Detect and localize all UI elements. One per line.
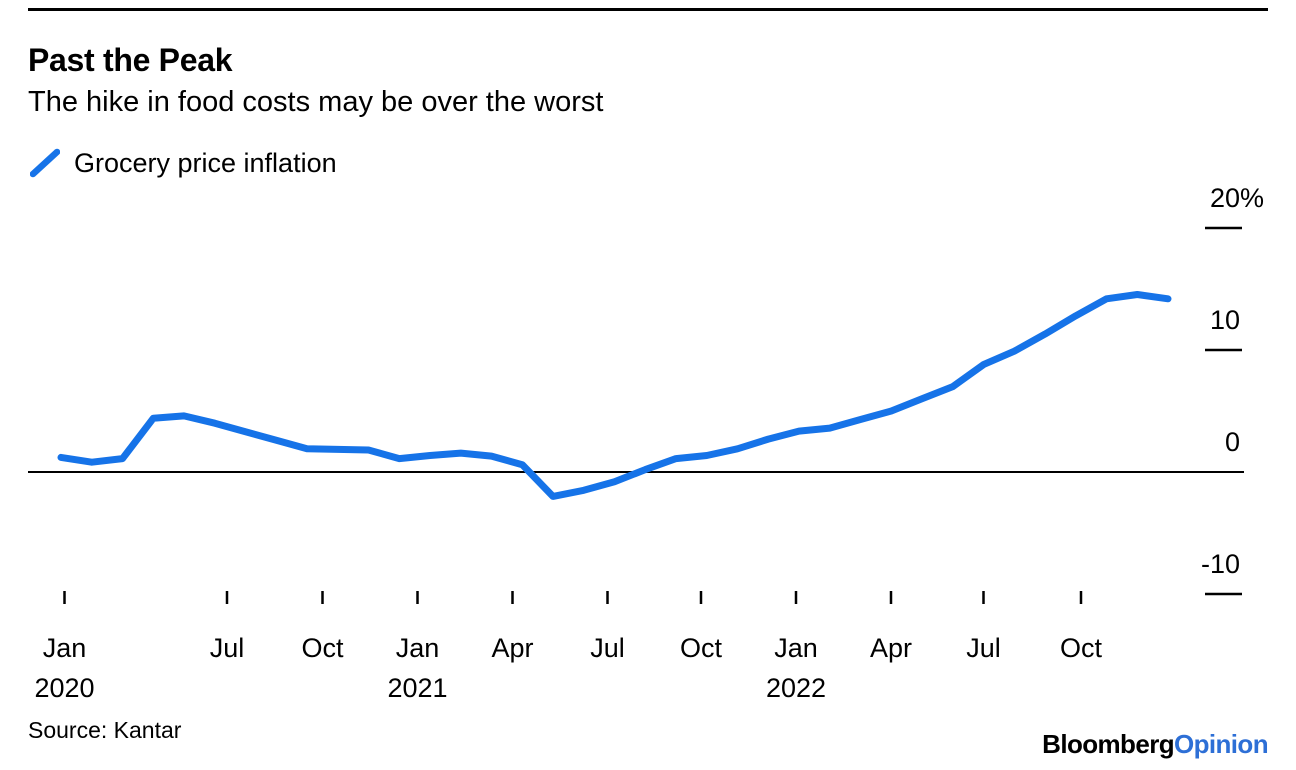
- x-axis-month-label: Oct: [679, 633, 722, 663]
- x-axis-month-label: Oct: [1059, 633, 1102, 663]
- x-axis-year-label: 2021: [387, 673, 448, 703]
- x-axis-month-label: Oct: [301, 633, 344, 663]
- grocery-price-inflation-line: [57, 291, 1172, 500]
- bloomberg-opinion-logo: BloombergOpinion: [1042, 729, 1268, 760]
- logo-brand: Bloomberg: [1042, 729, 1174, 759]
- percent-suffix: %: [1240, 183, 1265, 213]
- top-rule: [28, 8, 1268, 11]
- source-note: Source: Kantar: [28, 717, 182, 743]
- y-axis-label: -10: [1200, 549, 1240, 579]
- x-axis-month-label: Jul: [209, 633, 245, 663]
- x-axis-month-label: Jan: [42, 633, 87, 663]
- x-axis-month-label: Jan: [395, 633, 440, 663]
- logo-sub: Opinion: [1174, 729, 1269, 759]
- x-axis-month-label: Apr: [491, 633, 534, 663]
- legend: Grocery price inflation: [30, 148, 337, 178]
- legend-label: Grocery price inflation: [74, 148, 337, 178]
- y-axis-label: 0: [1224, 427, 1240, 457]
- y-axis-label: 20%: [1209, 183, 1265, 213]
- x-axis-year-label: 2022: [765, 673, 827, 703]
- chart-title: Past the Peak: [28, 42, 233, 78]
- x-axis-month-label: Jan: [774, 633, 818, 663]
- x-axis-month-label: Apr: [869, 633, 913, 663]
- x-axis-year-label: 2020: [34, 673, 95, 703]
- x-axis-month-label: Jul: [590, 633, 625, 663]
- x-axis-month-label: Jul: [966, 633, 1001, 663]
- chart-subtitle: The hike in food costs may be over the w…: [28, 86, 604, 118]
- y-axis-label: 10: [1209, 305, 1240, 335]
- line-series-icon: [30, 148, 60, 178]
